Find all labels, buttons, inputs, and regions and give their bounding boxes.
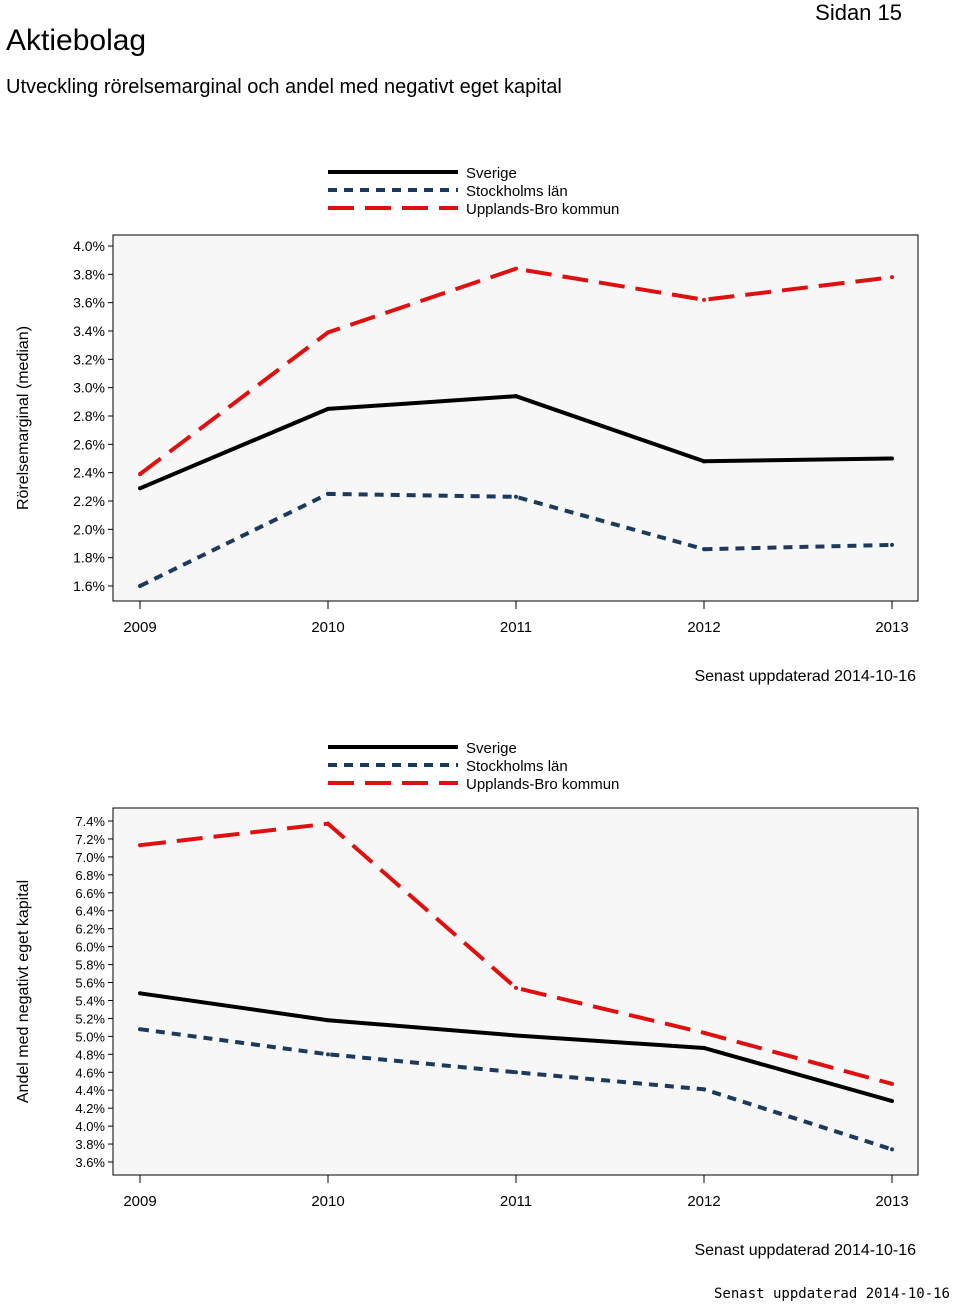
data-point-sverige bbox=[514, 394, 518, 399]
y-tick-label: 3.4% bbox=[73, 323, 105, 339]
y-tick-label: 3.6% bbox=[73, 295, 105, 311]
y-tick-label: 4.2% bbox=[75, 1101, 105, 1116]
y-tick-label: 5.4% bbox=[75, 993, 105, 1008]
x-tick-label: 2010 bbox=[311, 1193, 344, 1210]
y-tick-label: 2.4% bbox=[73, 465, 105, 481]
y-axis-label: Andel med negativt eget kapital bbox=[15, 880, 32, 1103]
x-tick-label: 2011 bbox=[500, 1193, 532, 1210]
page-number: Sidan 15 bbox=[815, 0, 902, 25]
data-point-sverige bbox=[702, 459, 706, 464]
y-tick-label: 6.2% bbox=[75, 922, 105, 937]
y-tick-label: 2.0% bbox=[73, 521, 105, 537]
data-point-upplands-bro-kommun bbox=[890, 275, 894, 280]
y-tick-label: 3.6% bbox=[75, 1155, 105, 1170]
y-tick-label: 4.0% bbox=[73, 238, 105, 254]
y-tick-label: 7.0% bbox=[75, 850, 105, 865]
y-tick-label: 7.2% bbox=[75, 832, 105, 847]
page-subtitle: Utveckling rörelsemarginal och andel med… bbox=[6, 76, 562, 98]
y-tick-label: 4.4% bbox=[75, 1083, 105, 1098]
y-tick-label: 4.0% bbox=[75, 1119, 105, 1134]
y-tick-label: 2.6% bbox=[73, 436, 105, 452]
data-point-sverige bbox=[890, 456, 894, 461]
x-tick-label: 2011 bbox=[500, 619, 532, 636]
y-axis-label: Rörelsemarginal (median) bbox=[15, 326, 32, 510]
series-line-upplands-bro-kommun bbox=[139, 821, 893, 1086]
data-point-sverige bbox=[890, 1098, 894, 1103]
data-point-sverige bbox=[138, 991, 142, 996]
data-point-sverige bbox=[326, 406, 330, 411]
y-tick-label: 5.0% bbox=[75, 1029, 105, 1044]
y-tick-label: 5.6% bbox=[75, 976, 105, 991]
legend-label-sverige: Sverige bbox=[466, 740, 517, 757]
data-point-stockholms-l-n bbox=[326, 1052, 330, 1057]
data-point-sverige bbox=[326, 1018, 330, 1023]
updated-note: Senast uppdaterad 2014-10-16 bbox=[694, 668, 916, 685]
y-tick-label: 3.8% bbox=[75, 1137, 105, 1152]
y-tick-label: 2.2% bbox=[73, 493, 105, 509]
x-tick-label: 2012 bbox=[687, 1193, 720, 1210]
legend-label-upplands-bro-kommun: Upplands-Bro kommun bbox=[466, 201, 619, 218]
data-point-stockholms-l-n bbox=[326, 491, 330, 496]
legend-label-stockholms-l-n: Stockholms län bbox=[466, 758, 568, 775]
data-point-sverige bbox=[514, 1033, 518, 1038]
x-tick-label: 2013 bbox=[875, 1193, 908, 1210]
y-tick-label: 3.0% bbox=[73, 380, 105, 396]
y-tick-label: 4.8% bbox=[75, 1047, 105, 1062]
updated-note: Senast uppdaterad 2014-10-16 bbox=[694, 1242, 916, 1259]
data-point-upplands-bro-kommun bbox=[702, 297, 706, 302]
series-line-upplands-bro-kommun bbox=[138, 266, 893, 476]
data-point-stockholms-l-n bbox=[514, 1070, 518, 1075]
y-tick-label: 3.8% bbox=[73, 266, 105, 282]
y-tick-label: 2.8% bbox=[73, 408, 105, 424]
y-tick-label: 7.4% bbox=[75, 814, 105, 829]
data-point-upplands-bro-kommun bbox=[890, 1081, 894, 1086]
data-point-stockholms-l-n bbox=[514, 494, 518, 499]
y-tick-label: 1.6% bbox=[73, 578, 105, 594]
plot-area bbox=[112, 807, 919, 1176]
y-tick-label: 6.0% bbox=[75, 940, 105, 955]
legend-label-upplands-bro-kommun: Upplands-Bro kommun bbox=[466, 776, 619, 793]
y-tick-label: 6.6% bbox=[75, 886, 105, 901]
y-tick-label: 1.8% bbox=[73, 550, 105, 566]
x-tick-label: 2010 bbox=[311, 619, 344, 636]
y-tick-label: 3.2% bbox=[73, 351, 105, 367]
data-point-stockholms-l-n bbox=[138, 584, 142, 588]
data-point-stockholms-l-n bbox=[702, 547, 706, 552]
x-tick-label: 2009 bbox=[123, 619, 156, 636]
data-point-upplands-bro-kommun bbox=[326, 821, 330, 826]
legend-label-stockholms-l-n: Stockholms län bbox=[466, 183, 568, 200]
legend-label-sverige: Sverige bbox=[466, 165, 517, 182]
data-point-sverige bbox=[138, 486, 142, 491]
data-point-upplands-bro-kommun bbox=[514, 266, 518, 271]
data-point-stockholms-l-n bbox=[138, 1027, 142, 1032]
y-tick-label: 4.6% bbox=[75, 1065, 105, 1080]
data-point-upplands-bro-kommun bbox=[702, 1030, 706, 1035]
y-tick-label: 5.2% bbox=[75, 1011, 105, 1026]
page-title: Aktiebolag bbox=[6, 24, 147, 57]
y-tick-label: 5.8% bbox=[75, 958, 105, 973]
data-point-upplands-bro-kommun bbox=[138, 843, 142, 848]
y-tick-label: 6.8% bbox=[75, 868, 105, 883]
data-point-sverige bbox=[702, 1046, 706, 1051]
x-tick-label: 2009 bbox=[123, 1193, 156, 1210]
x-tick-label: 2013 bbox=[875, 619, 908, 636]
y-tick-label: 6.4% bbox=[75, 904, 105, 919]
data-point-upplands-bro-kommun bbox=[326, 330, 330, 335]
data-point-stockholms-l-n bbox=[702, 1087, 706, 1092]
data-point-upplands-bro-kommun bbox=[514, 985, 518, 990]
x-tick-label: 2012 bbox=[687, 619, 720, 636]
data-point-stockholms-l-n bbox=[890, 1147, 894, 1152]
data-point-upplands-bro-kommun bbox=[138, 472, 142, 477]
footer-updated: Senast uppdaterad 2014-10-16 bbox=[713, 1286, 950, 1302]
data-point-stockholms-l-n bbox=[890, 542, 894, 547]
plot-area bbox=[112, 234, 919, 602]
